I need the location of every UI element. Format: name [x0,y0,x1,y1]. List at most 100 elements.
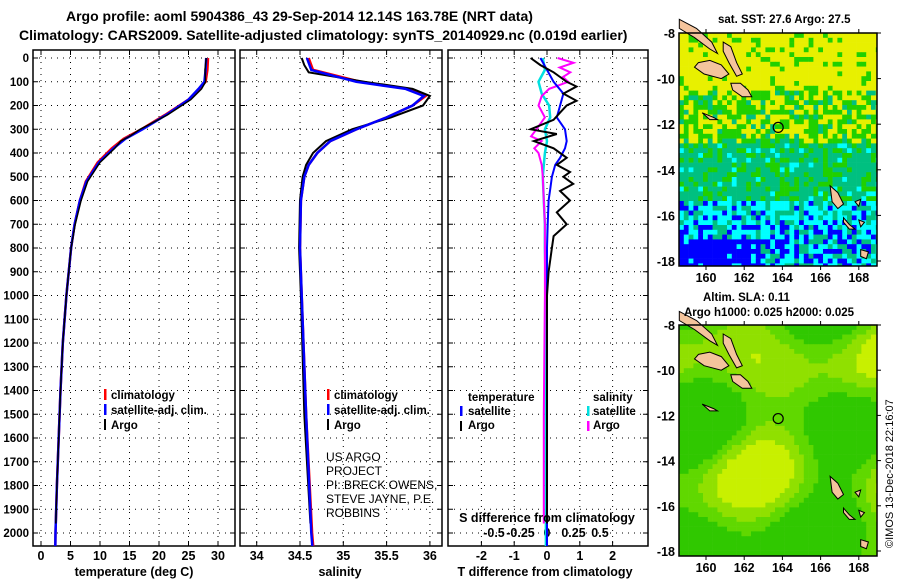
map-cell [856,339,862,345]
map-cell [847,521,853,527]
map-cell [679,215,685,221]
map-cell [856,186,862,192]
map-cell [789,358,795,364]
map-cell [794,205,800,211]
map-cell [871,353,877,359]
map-cell [861,263,867,266]
map-cell [784,334,790,340]
map-cell [688,493,694,499]
map-cell [794,66,800,72]
map-cell [775,406,781,412]
map-cell [765,368,771,374]
map-cell [683,344,689,350]
map-cell [746,143,752,149]
map-cell [842,119,848,125]
map-cell [794,382,800,388]
map-cell [837,172,843,178]
map-cell [775,387,781,393]
map-cell [698,81,704,87]
map-cell [751,454,757,460]
map-cell [698,215,704,221]
map-cell [779,81,785,87]
map-cell [703,349,709,355]
map-cell [818,244,824,250]
map-cell [731,406,737,412]
map-cell [861,162,867,168]
map-cell [775,143,781,149]
map-cell [866,425,872,431]
map-cell [799,425,805,431]
map-cell [688,358,694,364]
map-cell [789,473,795,479]
map-cell [698,401,704,407]
map-cell [693,133,699,139]
map-cell [784,541,790,547]
map-cell [765,210,771,216]
map-cell [760,421,766,427]
map-cell [784,191,790,197]
map-cell [813,33,819,39]
map-cell [746,435,752,441]
map-cell [736,244,742,250]
map-cell [765,172,771,178]
map-cell [770,545,776,551]
map-cell [866,521,872,527]
map-cell [851,363,857,369]
map-cell [866,449,872,455]
map-cell [803,253,809,259]
map-cell [803,464,809,470]
map-cell [736,138,742,144]
map-cell [832,153,838,159]
map-cell [799,483,805,489]
map-cell [683,401,689,407]
map-cell [698,550,704,556]
map-cell [866,545,872,551]
map-cell [794,143,800,149]
map-cell [832,344,838,350]
map-cell [813,234,819,240]
map-cell [765,373,771,379]
map-cell [799,430,805,436]
map-cell [808,143,814,149]
map-cell [703,368,709,374]
map-cell [818,368,824,374]
x2-tick-label: -0.5 [483,526,505,540]
map-cell [770,358,776,364]
map-cell [847,76,853,82]
map-cell [688,100,694,106]
map-cell [794,397,800,403]
map-cell [727,459,733,465]
map-cell [871,517,877,523]
map-cell [683,71,689,77]
map-cell [751,167,757,173]
map-cell [727,33,733,39]
map-cell [707,47,713,53]
map-cell [789,229,795,235]
map-cell [760,401,766,407]
map-cell [751,550,757,556]
map-cell [703,81,709,87]
map-cell [823,459,829,465]
map-cell [813,526,819,532]
map-cell [693,215,699,221]
map-cell [770,325,776,331]
map-cell [861,181,867,187]
map-cell [851,229,857,235]
map-cell [851,334,857,340]
map-cell [712,349,718,355]
map-cell [789,177,795,183]
map-cell [731,449,737,455]
map-cell [856,406,862,412]
map-cell [818,229,824,235]
map-cell [707,454,713,460]
map-cell [727,253,733,259]
legend-label: Argo [111,420,138,432]
map-cell [832,239,838,245]
map-cell [736,167,742,173]
map-cell [813,545,819,551]
map-cell [803,397,809,403]
x-tick-label: -2 [476,549,487,563]
map-cell [755,449,761,455]
map-cell [856,234,862,240]
map-cell [679,172,685,178]
